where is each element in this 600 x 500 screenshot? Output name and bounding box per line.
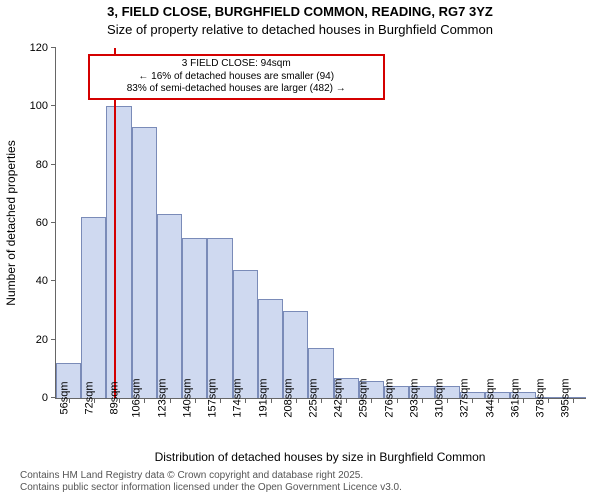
y-tick-mark [51, 164, 56, 165]
y-tick-mark [51, 280, 56, 281]
x-tick-mark [271, 398, 272, 403]
y-tick-label: 40 [36, 275, 56, 287]
x-tick-mark [119, 398, 120, 403]
histogram-bar [106, 106, 131, 398]
y-tick-mark [51, 339, 56, 340]
y-tick-mark [51, 222, 56, 223]
x-tick-mark [573, 398, 574, 403]
x-tick-label: 89sqm [103, 381, 121, 414]
histogram-bar [157, 214, 182, 398]
x-tick-mark [397, 398, 398, 403]
x-tick-label: 56sqm [52, 381, 70, 414]
x-tick-label: 242sqm [327, 378, 345, 417]
x-tick-mark [245, 398, 246, 403]
x-tick-mark [69, 398, 70, 403]
x-tick-label: 293sqm [402, 378, 420, 417]
x-tick-label: 191sqm [251, 378, 269, 417]
y-tick-mark [51, 105, 56, 106]
histogram-chart: 3, FIELD CLOSE, BURGHFIELD COMMON, READI… [0, 0, 600, 500]
x-tick-mark [498, 398, 499, 403]
x-tick-mark [371, 398, 372, 403]
x-tick-label: 157sqm [200, 378, 218, 417]
x-tick-label: 259sqm [352, 378, 370, 417]
histogram-bar [81, 217, 106, 398]
x-axis-label: Distribution of detached houses by size … [55, 450, 585, 464]
x-tick-label: 140sqm [175, 378, 193, 417]
x-tick-label: 123sqm [150, 378, 168, 417]
x-tick-label: 327sqm [453, 378, 471, 417]
annotation-line: ← 16% of detached houses are smaller (94… [96, 71, 377, 84]
x-tick-mark [447, 398, 448, 403]
x-tick-label: 225sqm [301, 378, 319, 417]
x-tick-label: 208sqm [276, 378, 294, 417]
chart-title: 3, FIELD CLOSE, BURGHFIELD COMMON, READI… [0, 4, 600, 19]
chart-subtitle: Size of property relative to detached ho… [0, 22, 600, 37]
x-tick-label: 310sqm [428, 378, 446, 417]
y-tick-label: 100 [30, 100, 56, 112]
x-tick-label: 106sqm [125, 378, 143, 417]
y-tick-label: 60 [36, 217, 56, 229]
x-tick-label: 276sqm [377, 378, 395, 417]
x-tick-mark [170, 398, 171, 403]
histogram-bar [207, 238, 232, 398]
histogram-bar [182, 238, 207, 398]
x-tick-mark [94, 398, 95, 403]
y-tick-label: 80 [36, 159, 56, 171]
y-tick-label: 20 [36, 334, 56, 346]
reference-line [114, 48, 116, 398]
x-tick-mark [296, 398, 297, 403]
x-tick-mark [523, 398, 524, 403]
x-tick-mark [422, 398, 423, 403]
y-tick-mark [51, 47, 56, 48]
x-tick-label: 378sqm [529, 378, 547, 417]
y-tick-label: 120 [30, 42, 56, 54]
annotation-box: 3 FIELD CLOSE: 94sqm← 16% of detached ho… [88, 54, 385, 100]
plot-area: 02040608010012056sqm72sqm89sqm106sqm123s… [55, 48, 586, 399]
x-tick-mark [144, 398, 145, 403]
x-tick-mark [548, 398, 549, 403]
x-tick-mark [321, 398, 322, 403]
x-tick-mark [195, 398, 196, 403]
footer-line-1: Contains HM Land Registry data © Crown c… [20, 470, 363, 481]
annotation-line: 83% of semi-detached houses are larger (… [96, 83, 377, 96]
x-tick-label: 174sqm [226, 378, 244, 417]
x-tick-mark [220, 398, 221, 403]
footer-line-2: Contains public sector information licen… [20, 482, 402, 493]
annotation-line: 3 FIELD CLOSE: 94sqm [96, 58, 377, 71]
x-tick-mark [472, 398, 473, 403]
histogram-bar [132, 127, 157, 398]
y-axis-label: Number of detached properties [4, 140, 18, 305]
x-tick-label: 72sqm [77, 381, 95, 414]
x-tick-label: 361sqm [503, 378, 521, 417]
x-tick-label: 395sqm [554, 378, 572, 417]
x-tick-label: 344sqm [478, 378, 496, 417]
x-tick-mark [346, 398, 347, 403]
